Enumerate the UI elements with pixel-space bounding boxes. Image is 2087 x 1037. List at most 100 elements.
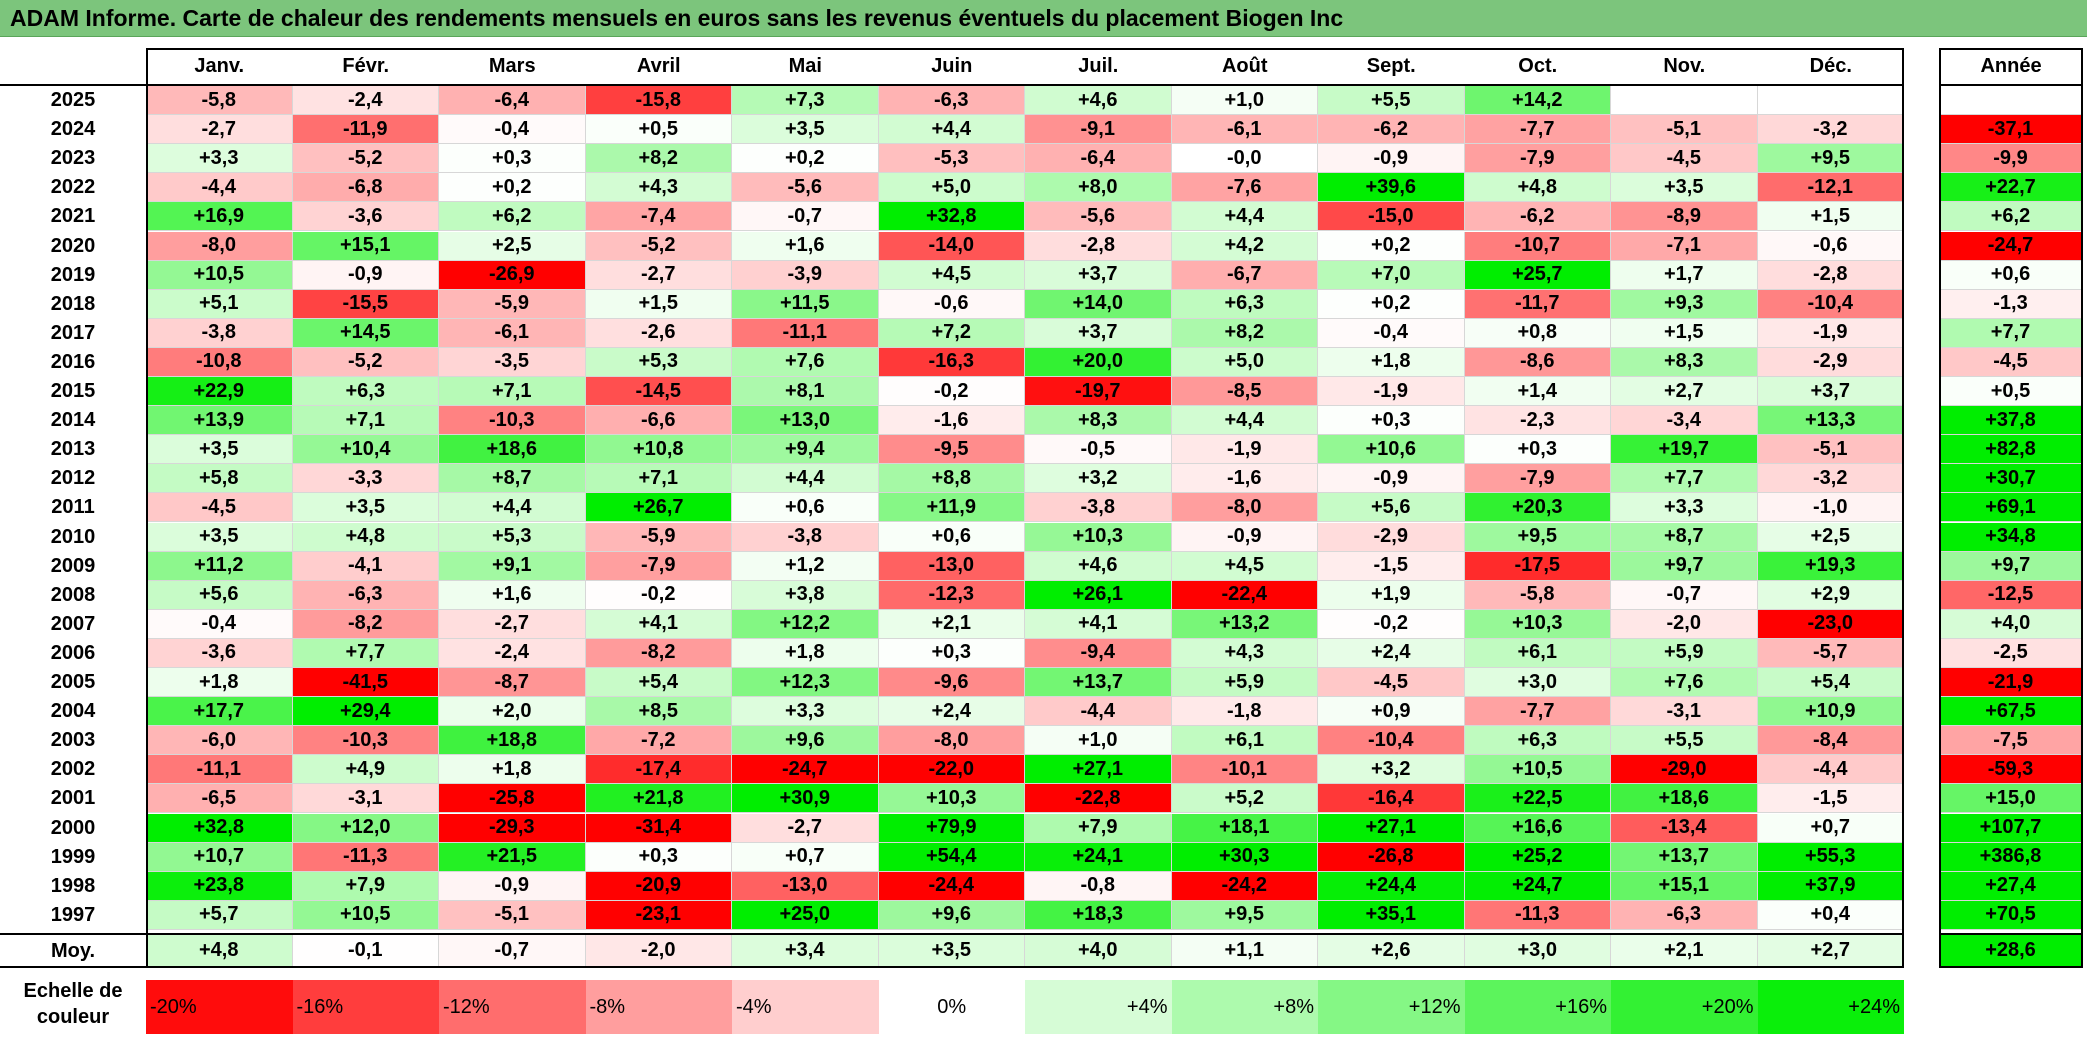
heatmap-cell: +6,3	[1464, 726, 1611, 756]
avg-cell: +1,1	[1171, 934, 1318, 968]
heatmap-cell: -25,8	[439, 784, 586, 814]
heatmap-cell: +14,5	[292, 318, 439, 348]
title-bar: ADAM Informe. Carte de chaleur des rende…	[0, 0, 2087, 37]
heatmap-cell: +4,9	[292, 755, 439, 785]
year-label: 2022	[50, 176, 96, 199]
heatmap-cell: +5,5	[1611, 726, 1758, 756]
heatmap-cell: +15,1	[1611, 871, 1758, 901]
heatmap-cell	[1757, 86, 1904, 116]
heatmap-cell: -1,0	[1757, 493, 1904, 523]
heatmap-cell: -22,0	[878, 755, 1025, 785]
heatmap-cell: -8,0	[878, 726, 1025, 756]
year-label: 2025	[50, 89, 96, 112]
heatmap-cell: +15,1	[292, 231, 439, 261]
heatmap-cell: +3,3	[732, 697, 879, 727]
heatmap-cell: +2,1	[878, 609, 1025, 639]
heatmap-cell: +18,6	[439, 435, 586, 465]
heatmap-cell: -6,6	[585, 406, 732, 436]
heatmap-cell: -2,7	[732, 813, 879, 843]
heatmap-cell: -6,8	[292, 173, 439, 203]
heatmap-cell: +29,4	[292, 697, 439, 727]
heatmap-cell: -10,4	[1757, 289, 1904, 319]
year-label: 2018	[50, 292, 96, 315]
heatmap-cell: +0,3	[439, 144, 586, 174]
heatmap-cell: -6,3	[292, 580, 439, 610]
avg-cell: +4,8	[146, 934, 293, 968]
heatmap-cell: -10,4	[1318, 726, 1465, 756]
heatmap-cell: +19,7	[1611, 435, 1758, 465]
heatmap-cell: +2,0	[439, 697, 586, 727]
heatmap-cell: -5,1	[1611, 115, 1758, 145]
heatmap-cell: +5,4	[585, 668, 732, 698]
heatmap-cell: +9,6	[878, 900, 1025, 930]
year-label: 2000	[50, 816, 96, 839]
heatmap-cell: +27,1	[1318, 813, 1465, 843]
heatmap-cell: -0,4	[146, 609, 293, 639]
heatmap-cell: +10,9	[1757, 697, 1904, 727]
heatmap-cell: +8,1	[732, 377, 879, 407]
heatmap-cell: -2,3	[1464, 406, 1611, 436]
heatmap-cell: -5,1	[439, 900, 586, 930]
heatmap-cell: +3,0	[1464, 668, 1611, 698]
scale-swatch: 0%	[878, 980, 1025, 1034]
heatmap-cell: -0,0	[1171, 144, 1318, 174]
heatmap-cell: +32,8	[878, 202, 1025, 232]
heatmap-cell: -7,7	[1464, 115, 1611, 145]
heatmap-cell: +5,8	[146, 464, 293, 494]
heatmap-cell: +7,9	[292, 871, 439, 901]
heatmap-cell: +0,3	[1464, 435, 1611, 465]
heatmap-cell: -4,4	[1757, 755, 1904, 785]
heatmap-cell: +0,9	[1318, 697, 1465, 727]
heatmap-cell: -41,5	[292, 668, 439, 698]
heatmap-cell: -5,6	[1025, 202, 1172, 232]
heatmap-cell: +10,4	[292, 435, 439, 465]
avg-cell: -0,7	[439, 934, 586, 968]
heatmap-cell: +4,4	[1171, 406, 1318, 436]
heatmap-cell: +0,6	[732, 493, 879, 523]
heatmap-cell: +9,6	[732, 726, 879, 756]
avg-annual-cell: +28,6	[1939, 934, 2083, 968]
heatmap-cell: +5,7	[146, 900, 293, 930]
heatmap-cell: +24,7	[1464, 871, 1611, 901]
heatmap-cell: +1,0	[1171, 86, 1318, 116]
month-header: Mars	[488, 54, 536, 77]
heatmap-cell: +3,2	[1025, 464, 1172, 494]
heatmap-cell: -3,8	[146, 318, 293, 348]
heatmap-cell: -9,1	[1025, 115, 1172, 145]
heatmap-cell: -8,4	[1757, 726, 1904, 756]
heatmap-cell: +8,3	[1025, 406, 1172, 436]
heatmap-cell: -4,4	[1025, 697, 1172, 727]
heatmap-cell: -26,9	[439, 260, 586, 290]
year-label: 1998	[50, 874, 96, 897]
heatmap-cell: +4,8	[292, 522, 439, 552]
heatmap-cell: +30,3	[1171, 842, 1318, 872]
heatmap-cell: -0,4	[439, 115, 586, 145]
heatmap-cell: -8,9	[1611, 202, 1758, 232]
heatmap-cell: -24,4	[878, 871, 1025, 901]
heatmap-cell: -5,8	[146, 86, 293, 116]
heatmap-cell: -3,2	[1757, 464, 1904, 494]
heatmap-cell: +0,3	[585, 842, 732, 872]
heatmap-cell: -2,7	[439, 609, 586, 639]
heatmap-cell: -0,9	[1318, 464, 1465, 494]
year-label: 2012	[50, 467, 96, 490]
heatmap-cell: -6,0	[146, 726, 293, 756]
month-header: Mai	[788, 54, 822, 77]
heatmap-cell: +4,5	[1171, 551, 1318, 581]
heatmap-cell: +8,7	[439, 464, 586, 494]
heatmap-cell: -7,1	[1611, 231, 1758, 261]
heatmap-cell: +1,5	[1611, 318, 1758, 348]
heatmap-cell: +2,5	[439, 231, 586, 261]
heatmap-cell: +8,8	[878, 464, 1025, 494]
annual-cell: +69,1	[1939, 493, 2083, 523]
heatmap-cell: +25,2	[1464, 842, 1611, 872]
heatmap-cell: +0,5	[585, 115, 732, 145]
heatmap-cell: -10,3	[439, 406, 586, 436]
heatmap-cell: +4,4	[439, 493, 586, 523]
annual-cell: +37,8	[1939, 406, 2083, 436]
heatmap-cell: +10,5	[146, 260, 293, 290]
heatmap-cell: +14,2	[1464, 86, 1611, 116]
heatmap-cell: +21,8	[585, 784, 732, 814]
heatmap-cell: -6,1	[1171, 115, 1318, 145]
heatmap-cell: +16,6	[1464, 813, 1611, 843]
